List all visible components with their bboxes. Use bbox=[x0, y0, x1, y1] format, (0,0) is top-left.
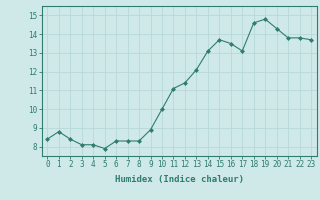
X-axis label: Humidex (Indice chaleur): Humidex (Indice chaleur) bbox=[115, 175, 244, 184]
